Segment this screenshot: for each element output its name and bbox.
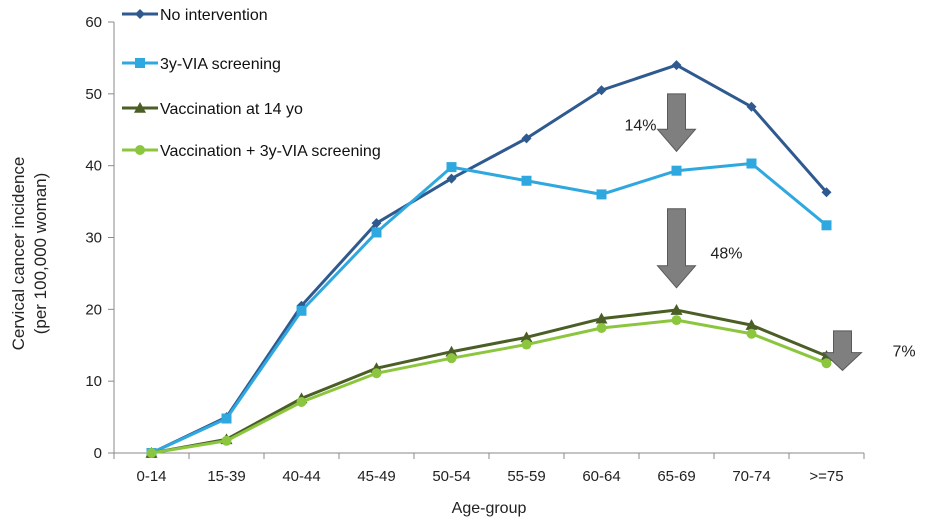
legend-marker	[135, 145, 145, 155]
x-tick-label: 40-44	[282, 468, 320, 485]
data-point	[446, 173, 457, 184]
x-tick-label: 50-54	[432, 468, 470, 485]
data-point	[745, 319, 758, 330]
series-layer	[145, 60, 833, 458]
reduction-label: 48%	[711, 245, 743, 262]
legend-item: No intervention	[122, 7, 268, 24]
data-point	[221, 413, 232, 424]
data-point	[521, 175, 532, 186]
data-point	[670, 304, 683, 315]
x-tick-label: 0-14	[136, 468, 166, 485]
data-point	[596, 323, 607, 334]
data-point	[746, 101, 757, 112]
x-tick-label: 65-69	[657, 468, 695, 485]
series-3	[145, 304, 833, 458]
series-4	[146, 315, 832, 458]
reduction-arrow: 14%	[625, 93, 697, 153]
data-point	[520, 331, 533, 343]
data-point	[521, 339, 532, 350]
data-point	[296, 396, 307, 407]
reduction-arrow: 7%	[822, 330, 916, 372]
data-point	[146, 448, 157, 458]
y-tick-label: 10	[85, 373, 102, 390]
data-point	[445, 345, 458, 357]
legend-label: No intervention	[160, 7, 268, 24]
data-point	[371, 227, 382, 238]
data-point	[821, 358, 832, 369]
series-2	[146, 158, 832, 458]
y-tick-labels: 0 10 20 30 40 50 60	[85, 14, 114, 462]
x-axis-label: Age-group	[452, 500, 527, 517]
series-line	[150, 63, 828, 455]
x-tick-label: 60-64	[582, 468, 620, 485]
axes	[113, 22, 864, 454]
legend-item: Vaccination at 14 yo	[122, 101, 303, 118]
x-tick-label: >=75	[809, 468, 843, 485]
data-point	[596, 189, 607, 200]
data-point	[746, 328, 757, 339]
data-point	[671, 165, 682, 176]
data-point	[595, 312, 608, 324]
series-line	[150, 162, 828, 455]
data-point	[446, 353, 457, 364]
arrow-shape	[822, 330, 863, 372]
data-point	[821, 187, 832, 198]
series-line	[151, 308, 828, 455]
legend-item: 3y-VIA screening	[122, 56, 281, 73]
y-axis-label-line2: (per 100,000 woman)	[31, 173, 50, 335]
legend-marker	[134, 102, 146, 113]
data-point	[596, 85, 607, 96]
reduction-arrows: 14% 48% 7%	[625, 93, 916, 372]
data-point	[521, 133, 532, 144]
legend-label: Vaccination + 3y-VIA screening	[160, 143, 381, 160]
y-tick-label: 60	[85, 14, 102, 31]
x-tick-label: 15-39	[207, 468, 245, 485]
x-tick-label: 70-74	[732, 468, 770, 485]
x-tick-label: 45-49	[357, 468, 395, 485]
data-point	[221, 435, 232, 446]
reduction-arrow: 48%	[656, 208, 743, 289]
arrow-shape	[656, 208, 697, 289]
reduction-label: 14%	[625, 118, 657, 135]
data-point	[671, 60, 682, 71]
y-tick-label: 20	[85, 301, 102, 318]
data-point	[671, 315, 682, 326]
data-point	[371, 218, 382, 229]
y-tick-label: 40	[85, 158, 102, 175]
y-tick-label: 0	[94, 445, 102, 462]
data-point	[446, 162, 457, 173]
reduction-label: 7%	[893, 344, 916, 361]
legend-label: Vaccination at 14 yo	[160, 101, 303, 118]
arrow-shape	[656, 93, 697, 153]
data-point	[371, 368, 382, 379]
y-tick-label: 30	[85, 230, 102, 247]
y-tick-label: 50	[85, 86, 102, 103]
data-point	[296, 305, 307, 316]
legend-marker	[135, 9, 145, 19]
y-axis-label-line1: Cervical cancer incidence	[9, 157, 28, 351]
series-line	[151, 318, 828, 455]
legend: No intervention 3y-VIA screening Vaccinati…	[122, 7, 381, 160]
data-point	[746, 158, 757, 169]
legend-marker	[135, 58, 145, 68]
x-tick-labels: 0-14 15-39 40-44 45-49 50-54 55-59 60-64 65-69 7…	[113, 453, 865, 485]
data-point	[821, 220, 832, 231]
legend-item: Vaccination + 3y-VIA screening	[122, 143, 381, 160]
legend-label: 3y-VIA screening	[160, 56, 281, 73]
x-tick-label: 55-59	[507, 468, 545, 485]
